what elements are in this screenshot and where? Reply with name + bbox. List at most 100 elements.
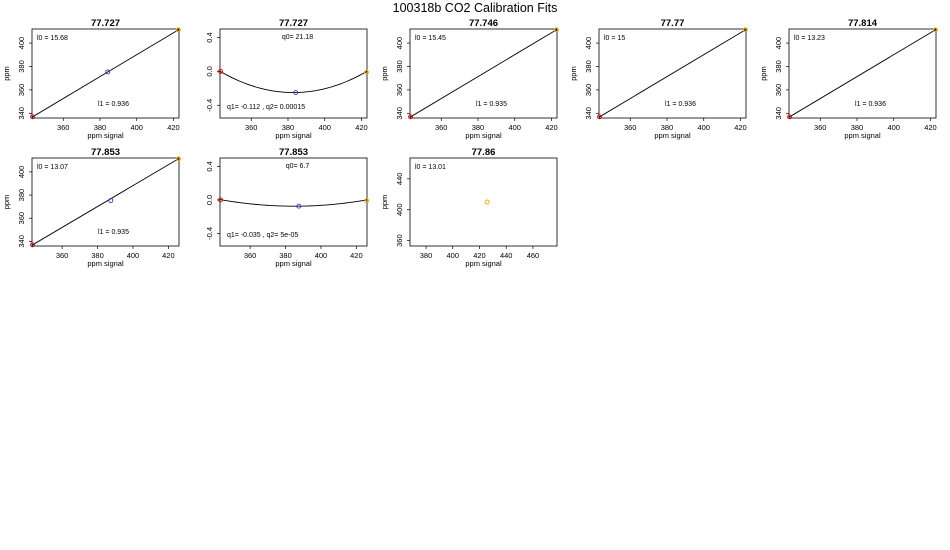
plot-frame — [31, 28, 180, 119]
y-tick-label: 360 — [17, 212, 26, 225]
data-point — [108, 198, 114, 203]
annotation: l0 = 15.45 — [415, 35, 446, 42]
x-tick-label: 420 — [545, 123, 558, 132]
x-tick-label: 360 — [245, 123, 258, 132]
x-tick-label: 360 — [624, 123, 637, 132]
x-tick-label: 420 — [167, 123, 180, 132]
x-axis-label: ppm signal — [275, 131, 312, 140]
x-tick-label: 440 — [500, 251, 513, 260]
y-tick-label: 380 — [774, 60, 783, 73]
panel-title: 77.727 — [279, 18, 308, 29]
x-axis-label: ppm signal — [275, 259, 312, 268]
data-point — [597, 114, 603, 120]
y-tick-label: -0.4 — [205, 227, 214, 240]
panel-title: 77.746 — [469, 18, 498, 29]
annotation: l1 = 0.936 — [855, 101, 886, 108]
y-tick-label: 360 — [17, 84, 26, 97]
plot-frame — [31, 157, 180, 247]
y-tick-label: 380 — [17, 189, 26, 202]
fit-line — [32, 158, 179, 246]
x-tick-label: 420 — [473, 251, 486, 260]
y-tick-label: 360 — [584, 84, 593, 97]
y-axis-label: ppm — [2, 66, 11, 81]
y-tick-label: 0.4 — [205, 32, 214, 42]
y-tick-label: 400 — [584, 37, 593, 50]
x-tick-label: 360 — [57, 123, 70, 132]
plot-frame — [409, 157, 558, 247]
y-axis-label: ppm — [2, 195, 11, 210]
annotation: l1 = 0.935 — [476, 101, 507, 108]
data-point — [932, 27, 938, 33]
y-tick-label: 340 — [584, 107, 593, 120]
data-point — [293, 90, 299, 96]
x-tick-label: 360 — [56, 251, 69, 260]
x-tick-label: 360 — [435, 123, 448, 132]
annotation: l1 = 0.936 — [98, 101, 129, 108]
y-tick-label: 400 — [774, 37, 783, 50]
y-tick-label: 380 — [17, 60, 26, 73]
y-tick-label: 400 — [17, 166, 26, 179]
fit-line — [599, 29, 746, 118]
x-tick-label: 420 — [734, 123, 747, 132]
x-axis-label: ppm signal — [87, 259, 124, 268]
y-tick-label: 400 — [395, 203, 404, 216]
fit-line — [410, 29, 557, 118]
y-tick-label: 0.0 — [205, 66, 214, 76]
y-tick-label: 340 — [17, 235, 26, 248]
y-tick-label: 440 — [395, 173, 404, 186]
annotation: l0 = 13.07 — [37, 164, 68, 171]
data-point — [363, 69, 369, 75]
x-axis-label: ppm signal — [465, 259, 502, 268]
fit-curve — [220, 199, 367, 207]
data-point — [364, 198, 370, 204]
x-tick-label: 420 — [350, 251, 363, 260]
annotation: q0= 6.7 — [286, 163, 310, 170]
data-point — [787, 114, 793, 120]
x-tick-label: 400 — [318, 123, 331, 132]
panel-title: 77.853 — [279, 147, 308, 158]
x-tick-label: 400 — [315, 251, 328, 260]
data-point — [175, 27, 181, 33]
x-tick-label: 360 — [244, 251, 257, 260]
x-tick-label: 380 — [94, 123, 107, 132]
x-tick-label: 380 — [472, 123, 485, 132]
data-point — [218, 197, 223, 203]
fit-line — [789, 29, 936, 118]
y-tick-label: -0.4 — [205, 99, 214, 112]
x-tick-label: 400 — [508, 123, 521, 132]
x-axis-label: ppm signal — [654, 131, 691, 140]
fit-line — [32, 29, 179, 118]
y-axis-label: ppm — [380, 66, 389, 81]
y-axis-label: ppm — [380, 195, 389, 210]
x-tick-label: 380 — [851, 123, 864, 132]
x-tick-label: 400 — [697, 123, 710, 132]
data-point — [30, 242, 35, 248]
chart-panel: 77.853 360 380 400 420 -0.4 0.0 0.4 ppm signal q0… — [205, 147, 370, 268]
x-tick-label: 400 — [130, 123, 143, 132]
panel-title: 77.727 — [91, 18, 120, 29]
y-tick-label: 400 — [395, 37, 404, 50]
x-axis-label: ppm signal — [87, 131, 124, 140]
y-tick-label: 360 — [395, 234, 404, 247]
plot-frame — [788, 28, 937, 119]
data-point — [30, 114, 36, 120]
annotation: l0 = 13.01 — [415, 164, 446, 171]
panel-title: 77.77 — [661, 18, 685, 29]
data-point — [105, 69, 111, 75]
x-tick-label: 380 — [282, 123, 295, 132]
y-tick-label: 340 — [17, 107, 26, 120]
y-tick-label: 380 — [584, 60, 593, 73]
page-title: 100318b CO2 Calibration Fits — [392, 1, 558, 15]
panel-title: 77.814 — [848, 18, 878, 29]
x-tick-label: 360 — [814, 123, 827, 132]
chart-panel: 77.814 360 380 400 420 340 360 380 400 ppm signal… — [759, 18, 938, 140]
chart-panel: 77.746 360 380 400 420 340 360 380 400 ppm signal… — [380, 18, 559, 140]
data-point — [176, 156, 182, 162]
x-tick-label: 380 — [279, 251, 292, 260]
y-tick-label: 340 — [774, 107, 783, 120]
annotation: l0 = 13.23 — [794, 35, 825, 42]
annotation: q1= -0.112 , q2= 0.00015 — [227, 104, 305, 111]
data-point — [408, 114, 414, 120]
